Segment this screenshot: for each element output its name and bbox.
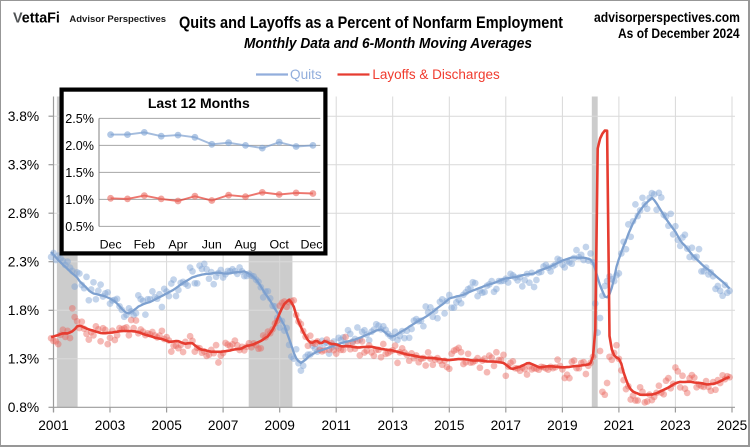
svg-text:2005: 2005 [151,418,182,433]
svg-text:1.8%: 1.8% [8,303,39,318]
svg-text:Quits: Quits [290,67,322,82]
svg-text:2.8%: 2.8% [8,206,39,221]
svg-text:2019: 2019 [547,418,577,433]
svg-text:2.0%: 2.0% [65,139,94,153]
svg-text:Dec: Dec [300,238,322,252]
svg-text:2015: 2015 [434,418,465,433]
svg-text:Monthly Data and 6-Month Movin: Monthly Data and 6-Month Moving Averages [244,35,532,52]
svg-text:1.0%: 1.0% [65,193,94,207]
svg-text:Oct: Oct [270,238,290,252]
svg-text:2021: 2021 [604,418,634,433]
svg-text:2023: 2023 [660,418,691,433]
svg-text:advisorperspectives.com: advisorperspectives.com [594,10,740,25]
svg-text:Layoffs & Discharges: Layoffs & Discharges [372,67,500,82]
svg-text:2.5%: 2.5% [65,112,94,126]
svg-text:Apr: Apr [168,238,187,252]
svg-text:1.5%: 1.5% [65,166,94,180]
svg-text:Aug: Aug [234,238,256,252]
svg-text:Advisor Perspectives: Advisor Perspectives [69,14,166,25]
svg-text:2017: 2017 [491,418,521,433]
svg-text:Feb: Feb [134,238,155,252]
svg-text:Jun: Jun [202,238,222,252]
svg-text:0.8%: 0.8% [8,400,39,415]
svg-text:2003: 2003 [95,418,126,433]
svg-text:VettaFi: VettaFi [13,11,60,27]
svg-text:2007: 2007 [208,418,238,433]
svg-text:2013: 2013 [377,418,408,433]
svg-text:As of December 2024: As of December 2024 [618,26,740,41]
svg-text:0.5%: 0.5% [65,220,94,234]
svg-text:2.3%: 2.3% [8,254,39,269]
svg-text:3.3%: 3.3% [8,157,39,172]
svg-text:1.3%: 1.3% [8,352,39,367]
svg-text:2001: 2001 [38,418,68,433]
svg-text:Last 12 Months: Last 12 Months [148,95,250,111]
svg-text:2025: 2025 [717,418,748,433]
svg-text:2011: 2011 [321,418,350,433]
svg-text:Dec: Dec [100,238,122,252]
svg-text:Quits and Layoffs as a Percent: Quits and Layoffs as a Percent of Nonfar… [179,13,563,32]
svg-text:3.8%: 3.8% [8,109,39,124]
svg-text:2009: 2009 [264,418,294,433]
